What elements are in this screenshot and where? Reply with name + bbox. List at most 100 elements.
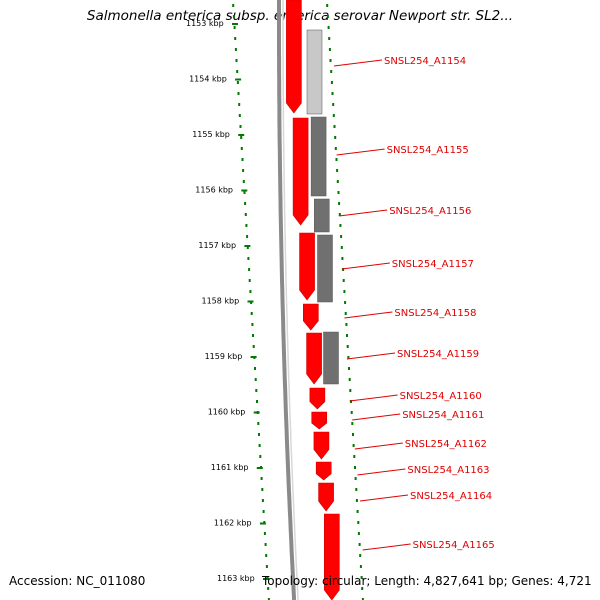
tick-dot — [232, 4, 235, 7]
tick-dot — [238, 114, 241, 117]
ruler-tick — [238, 134, 245, 136]
gene-leader-line — [349, 394, 398, 402]
gene-label: SNSL254_A1154 — [384, 56, 466, 67]
tick-dot — [359, 565, 362, 568]
tick-dot — [338, 213, 341, 216]
tick-dot — [252, 345, 255, 348]
tick-dot — [254, 378, 257, 381]
tick-dot — [354, 477, 357, 480]
gray-feature — [310, 116, 327, 197]
tick-dot — [244, 202, 247, 205]
tick-dot — [266, 576, 269, 579]
tick-dot — [247, 257, 250, 260]
tick-dot — [349, 389, 352, 392]
tick-dot — [336, 180, 339, 183]
tick-dot — [326, 4, 329, 7]
ruler-label: 1154 kbp — [189, 75, 227, 84]
ruler-label: 1160 kbp — [208, 408, 246, 417]
tick-dot — [235, 59, 238, 62]
gene-label: SNSL254_A1156 — [389, 206, 471, 217]
gene-label: SNSL254_A1159 — [397, 349, 479, 360]
tick-dot — [334, 147, 337, 150]
gray-feature — [323, 331, 339, 385]
tick-dot — [358, 543, 361, 546]
tick-dot — [250, 312, 253, 315]
tick-dot — [329, 59, 332, 62]
tick-dot — [352, 433, 354, 436]
cds-arrow — [292, 117, 309, 226]
tick-dot — [353, 455, 356, 458]
tick-dot — [265, 565, 268, 568]
tick-dot — [267, 587, 270, 590]
tick-dot — [255, 389, 258, 392]
ruler-label-group: 1153 kbp 1154 kbp 1155 kbp 1156 kbp 1157 kbp… — [186, 19, 269, 583]
tick-dot — [232, 15, 235, 18]
tick-dot — [328, 37, 331, 40]
tick-dot — [257, 422, 260, 425]
tick-dot — [240, 147, 243, 150]
ruler-label: 1161 kbp — [211, 463, 249, 472]
gene-leader-line — [352, 413, 401, 421]
tick-dot — [267, 598, 270, 600]
ruler-label: 1156 kbp — [195, 186, 233, 195]
cds-arrow — [313, 431, 330, 460]
gene-label: SNSL254_A1164 — [410, 491, 492, 502]
gray-feature — [306, 29, 323, 115]
gray-feature — [314, 198, 330, 233]
tick-dot — [326, 15, 329, 18]
tick-dot — [238, 103, 241, 106]
tick-dot — [343, 290, 346, 293]
tick-dot — [245, 224, 248, 227]
accession-label: Accession: NC_011080 — [9, 574, 146, 588]
gene-leader-line — [344, 311, 393, 319]
tick-dot — [357, 532, 360, 535]
cds-group — [286, 0, 340, 600]
tick-dot — [361, 598, 364, 600]
tick-dot — [360, 576, 363, 579]
gene-label: SNSL254_A1163 — [407, 465, 489, 476]
tick-dot — [240, 136, 243, 139]
tick-dot — [258, 444, 261, 447]
tick-dot — [258, 433, 260, 436]
tick-dot — [357, 521, 360, 524]
ruler-tick — [253, 411, 260, 414]
tick-dot — [342, 268, 345, 271]
ruler-tick — [250, 356, 257, 358]
gray-feature — [317, 234, 333, 303]
tick-dot — [252, 334, 254, 337]
gene-label: SNSL254_A1155 — [387, 145, 469, 156]
tick-dot — [335, 158, 338, 161]
tick-dot — [246, 235, 249, 238]
ruler-tick — [263, 578, 269, 580]
gene-leader-line — [354, 442, 403, 450]
ruler-tick — [247, 300, 254, 303]
tick-dot — [351, 422, 354, 425]
tick-dot — [333, 125, 336, 128]
tick-dot — [348, 367, 350, 370]
tick-dot — [355, 499, 358, 502]
tick-dot — [332, 103, 335, 106]
tick-dot — [342, 279, 345, 282]
tick-dot — [330, 81, 333, 84]
tick-dot — [234, 37, 237, 40]
gene-label: SNSL254_A1161 — [402, 410, 484, 421]
tick-dot — [265, 554, 268, 557]
tick-dot — [356, 510, 359, 513]
cds-arrow — [315, 461, 332, 481]
tick-dot — [338, 202, 341, 205]
ruler-tick — [259, 522, 266, 525]
tick-dot — [244, 213, 247, 216]
gene-label: SNSL254_A1165 — [413, 540, 495, 551]
ruler-label: 1153 kbp — [186, 19, 224, 28]
tick-dot — [260, 477, 263, 480]
tick-dot — [359, 554, 362, 557]
ruler-label: 1163 kbp — [217, 574, 255, 583]
tick-dot — [243, 191, 246, 194]
backbone-group — [277, 0, 299, 600]
ruler-label: 1155 kbp — [192, 130, 230, 139]
topology-info: Topology: circular; Length: 4,827,641 bp… — [262, 574, 592, 588]
tick-dot — [249, 290, 252, 293]
tick-dot — [330, 70, 333, 73]
gene-leader-line — [336, 148, 385, 156]
